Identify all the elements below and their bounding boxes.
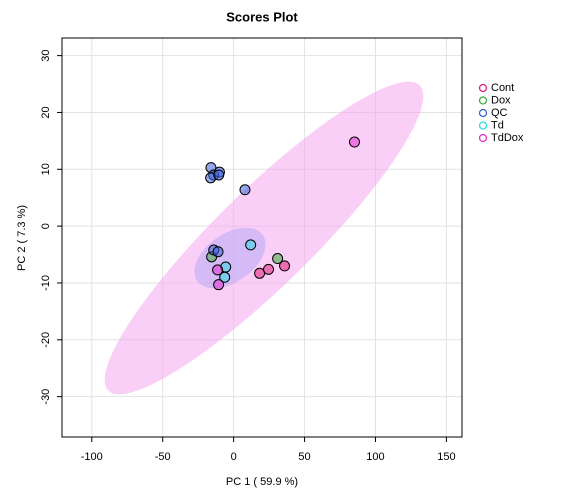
legend-marker: [478, 83, 488, 93]
data-point: [279, 260, 291, 272]
x-tick-label: 50: [298, 451, 310, 463]
data-point: [348, 136, 360, 148]
legend-marker: [478, 96, 488, 105]
legend-marker: [478, 121, 488, 130]
y-tick-label: -10: [40, 275, 52, 291]
legend-label: Cont: [491, 82, 514, 94]
y-tick-label: 30: [40, 49, 52, 61]
x-tick-label: 0: [231, 451, 237, 463]
legend-marker: [478, 108, 488, 118]
y-tick-label: 20: [40, 106, 52, 118]
data-point: [239, 184, 251, 196]
points: [205, 136, 360, 291]
data-point: [272, 253, 284, 265]
x-axis-label: PC 1 ( 59.9 %): [226, 476, 298, 488]
data-point: [212, 264, 224, 276]
legend-label: Td: [491, 119, 504, 131]
y-tick-label: 10: [40, 163, 52, 175]
x-tick-label: 150: [437, 451, 455, 463]
y-tick-label: -30: [40, 389, 52, 405]
legend-label: QC: [491, 107, 508, 119]
legend-label: Dox: [491, 94, 511, 106]
legend-label: TdDox: [491, 132, 524, 144]
data-point: [212, 246, 224, 258]
plot-frame: [61, 37, 463, 438]
data-point: [219, 271, 231, 283]
data-point: [263, 263, 275, 275]
data-point: [245, 239, 257, 251]
x-tick-label: -50: [155, 451, 171, 463]
data-point: [254, 267, 266, 279]
x-tick-label: -100: [81, 451, 103, 463]
y-tick-label: 0: [40, 223, 52, 229]
chart-title: Scores Plot: [226, 9, 298, 24]
data-point: [213, 169, 225, 181]
data-point: [213, 279, 225, 291]
y-axis-label: PC 2 ( 7.3 %): [16, 205, 28, 271]
y-tick-label: -20: [40, 332, 52, 348]
legend-marker: [478, 133, 488, 143]
x-tick-label: 100: [366, 451, 384, 463]
